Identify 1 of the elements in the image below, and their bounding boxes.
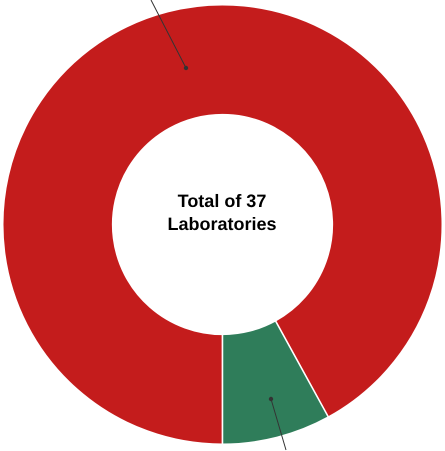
text: Total of 37 Laboratories (166, 190, 278, 236)
